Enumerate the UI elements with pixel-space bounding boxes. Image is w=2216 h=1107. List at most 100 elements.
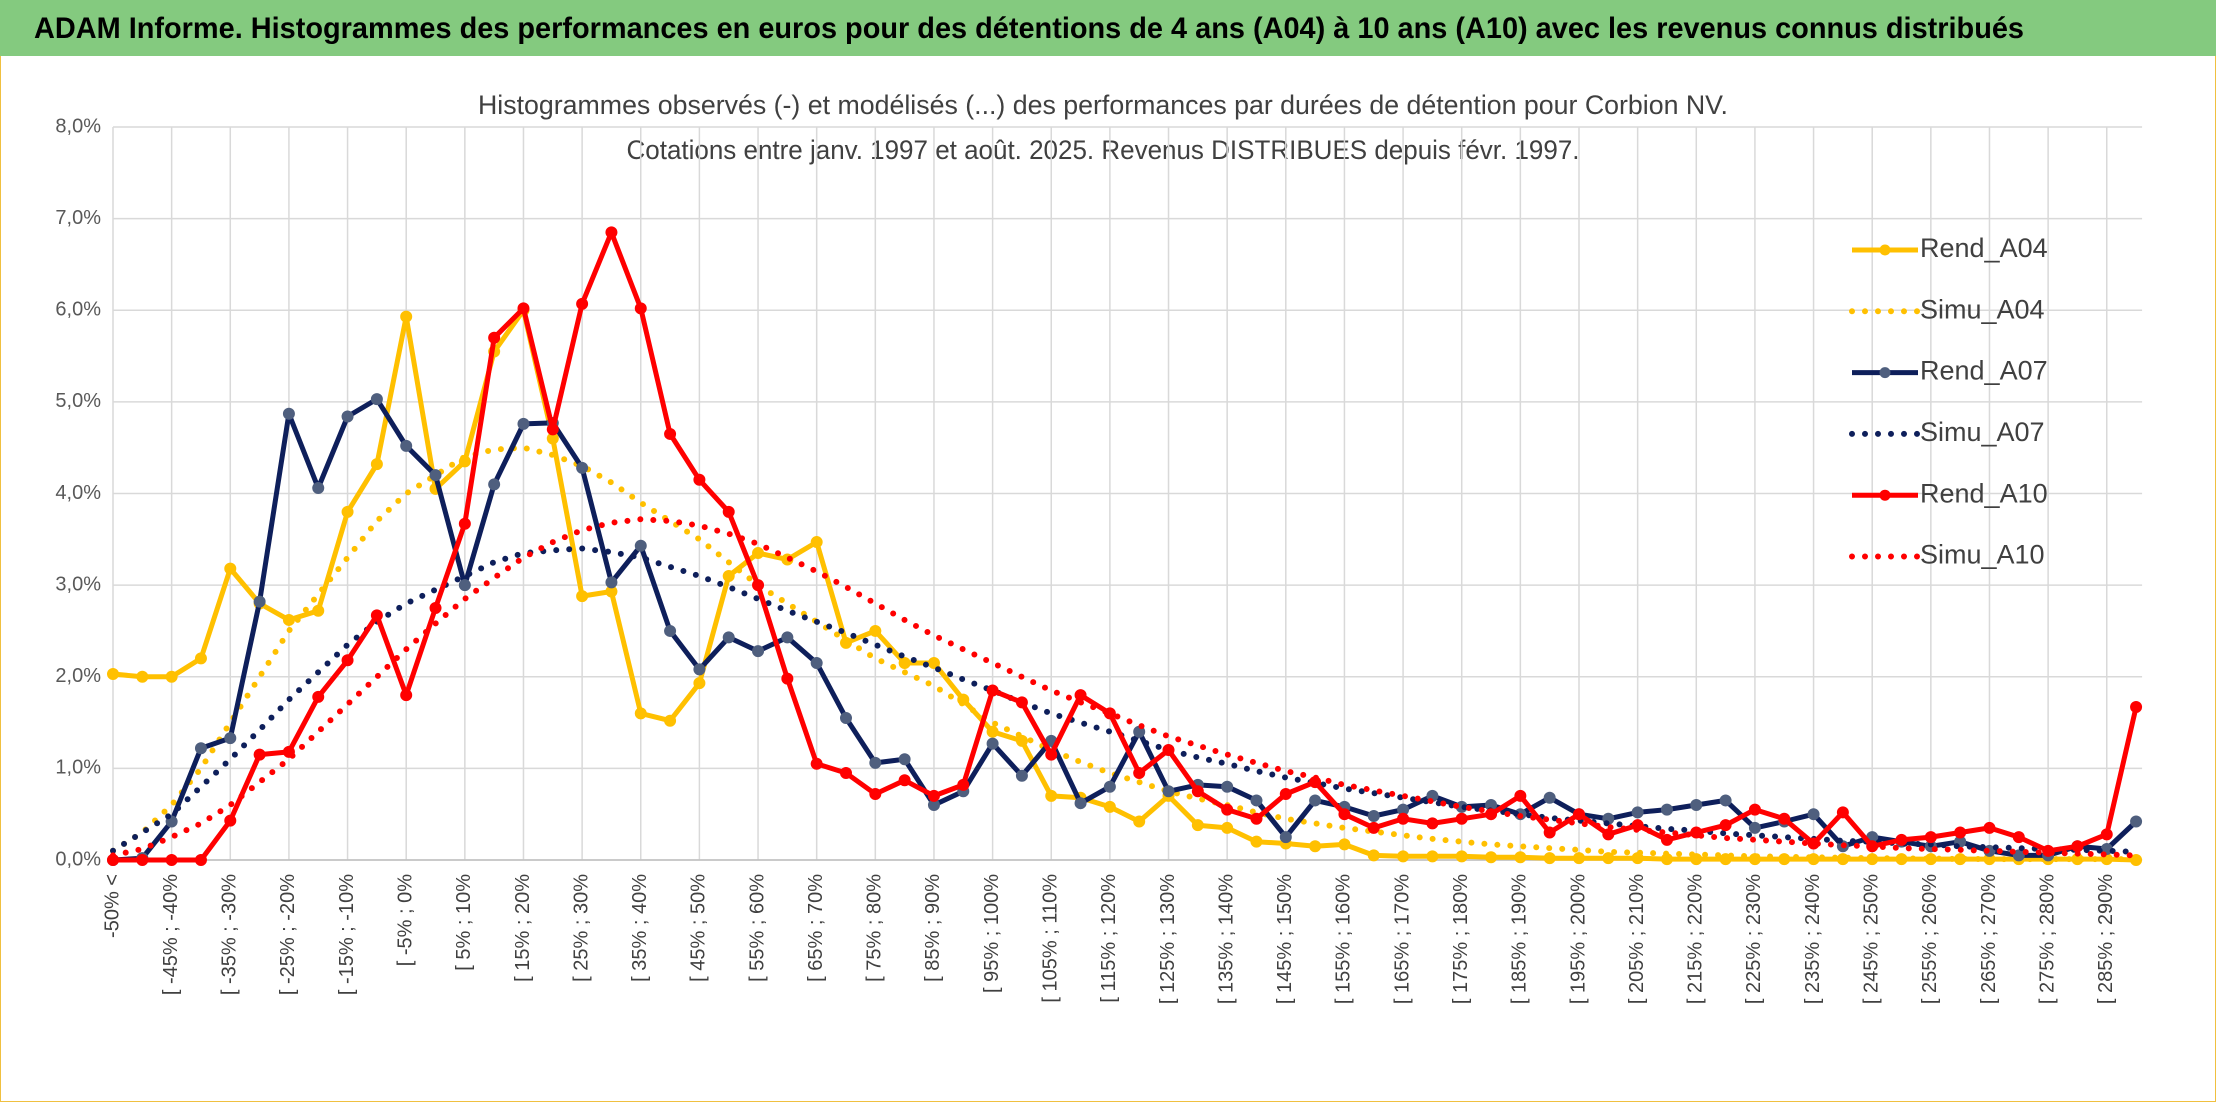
data-point (253, 748, 266, 761)
legend-label: Rend_A07 (1920, 356, 2048, 386)
y-tick-label: 2,0% (55, 665, 101, 687)
data-point (634, 302, 647, 315)
data-point (1602, 852, 1615, 865)
y-tick-label: 3,0% (55, 573, 101, 595)
data-point (1719, 819, 1732, 832)
data-point (1426, 817, 1439, 830)
data-point (605, 226, 618, 239)
data-point (576, 461, 589, 474)
data-point (282, 407, 295, 420)
data-point (1543, 826, 1556, 839)
data-point (1309, 794, 1322, 807)
y-tick-label: 4,0% (55, 482, 101, 504)
data-point (224, 814, 237, 827)
x-tick-label: [ 155% ; 160% (1333, 874, 1355, 1004)
data-point (194, 854, 207, 866)
data-point (898, 657, 911, 670)
series-line (112, 396, 2138, 863)
data-point (693, 473, 706, 486)
data-point (1250, 812, 1263, 825)
data-point (1221, 821, 1234, 834)
data-point (986, 725, 999, 738)
x-tick-label: [ 85% ; 90% (922, 874, 944, 982)
data-point (1367, 810, 1380, 823)
data-point (664, 624, 677, 637)
data-point (1338, 808, 1351, 821)
data-point (576, 590, 589, 603)
data-point (136, 670, 149, 683)
x-tick-label: [ 225% ; 230% (1743, 874, 1765, 1004)
series-line (110, 444, 2140, 863)
data-point (1103, 800, 1116, 813)
data-point (1954, 826, 1967, 839)
chart-title: Histogrammes observés (-) et modélisés (… (478, 90, 1728, 120)
data-point (1455, 812, 1468, 825)
data-point (1660, 803, 1673, 816)
data-point (1631, 806, 1644, 819)
data-point (224, 562, 237, 575)
x-tick-label: [ 125% ; 130% (1157, 874, 1179, 1004)
x-tick-label: [ 135% ; 140% (1215, 874, 1237, 1004)
data-point (341, 654, 354, 667)
data-point (517, 417, 530, 430)
data-point (810, 657, 823, 670)
legend-marker (1879, 244, 1891, 256)
data-point (664, 714, 677, 727)
x-tick-label: [ 55% ; 60% (746, 874, 768, 982)
data-point (1133, 766, 1146, 779)
x-tick-label: [ 75% ; 80% (864, 874, 886, 982)
data-point (1543, 791, 1556, 804)
data-point (1133, 815, 1146, 828)
x-tick-label: [ 215% ; 220% (1685, 874, 1707, 1004)
data-point (1221, 780, 1234, 793)
data-point (722, 569, 735, 582)
data-point (1103, 780, 1116, 793)
data-point (1015, 734, 1028, 747)
data-point (1807, 808, 1820, 821)
data-point (781, 631, 794, 644)
data-point (341, 410, 354, 423)
data-point (136, 854, 149, 866)
x-tick-label: [ 205% ; 210% (1626, 874, 1648, 1004)
data-point (429, 469, 442, 482)
data-point (253, 595, 266, 608)
data-point (1983, 821, 1996, 834)
data-point (957, 778, 970, 791)
legend-label: Simu_A04 (1920, 294, 2045, 324)
data-point (986, 737, 999, 750)
data-point (1485, 851, 1498, 864)
data-point (1602, 828, 1615, 841)
y-tick-label: 1,0% (55, 757, 101, 779)
data-point (1250, 835, 1263, 848)
data-point (605, 576, 618, 589)
data-point (2012, 831, 2025, 844)
data-point (576, 297, 589, 310)
data-point (165, 670, 178, 683)
data-point (1573, 808, 1585, 821)
data-point (312, 690, 325, 703)
data-point (1719, 794, 1732, 807)
data-point (1573, 852, 1585, 865)
data-point (1748, 803, 1761, 816)
x-tick-label: [ -15% ; -10% (336, 874, 358, 995)
data-point (869, 788, 882, 801)
data-point (1309, 840, 1322, 853)
data-point (400, 689, 413, 702)
data-point (400, 310, 413, 323)
series-line (112, 307, 2137, 863)
y-tick-label: 7,0% (55, 207, 101, 229)
data-point (752, 547, 765, 560)
data-point (1748, 821, 1761, 834)
data-point (370, 458, 383, 471)
data-point (1514, 851, 1527, 864)
x-tick-label: [ 195% ; 200% (1567, 874, 1589, 1004)
data-point (1895, 833, 1908, 846)
data-point (1221, 803, 1234, 816)
data-point (282, 613, 295, 626)
data-point (194, 652, 207, 665)
data-point (1162, 785, 1175, 798)
data-point (986, 684, 999, 697)
x-tick-label: [ 65% ; 70% (805, 874, 827, 982)
y-tick-label: 0,0% (55, 848, 101, 870)
x-tick-label: -50% < (101, 874, 123, 938)
